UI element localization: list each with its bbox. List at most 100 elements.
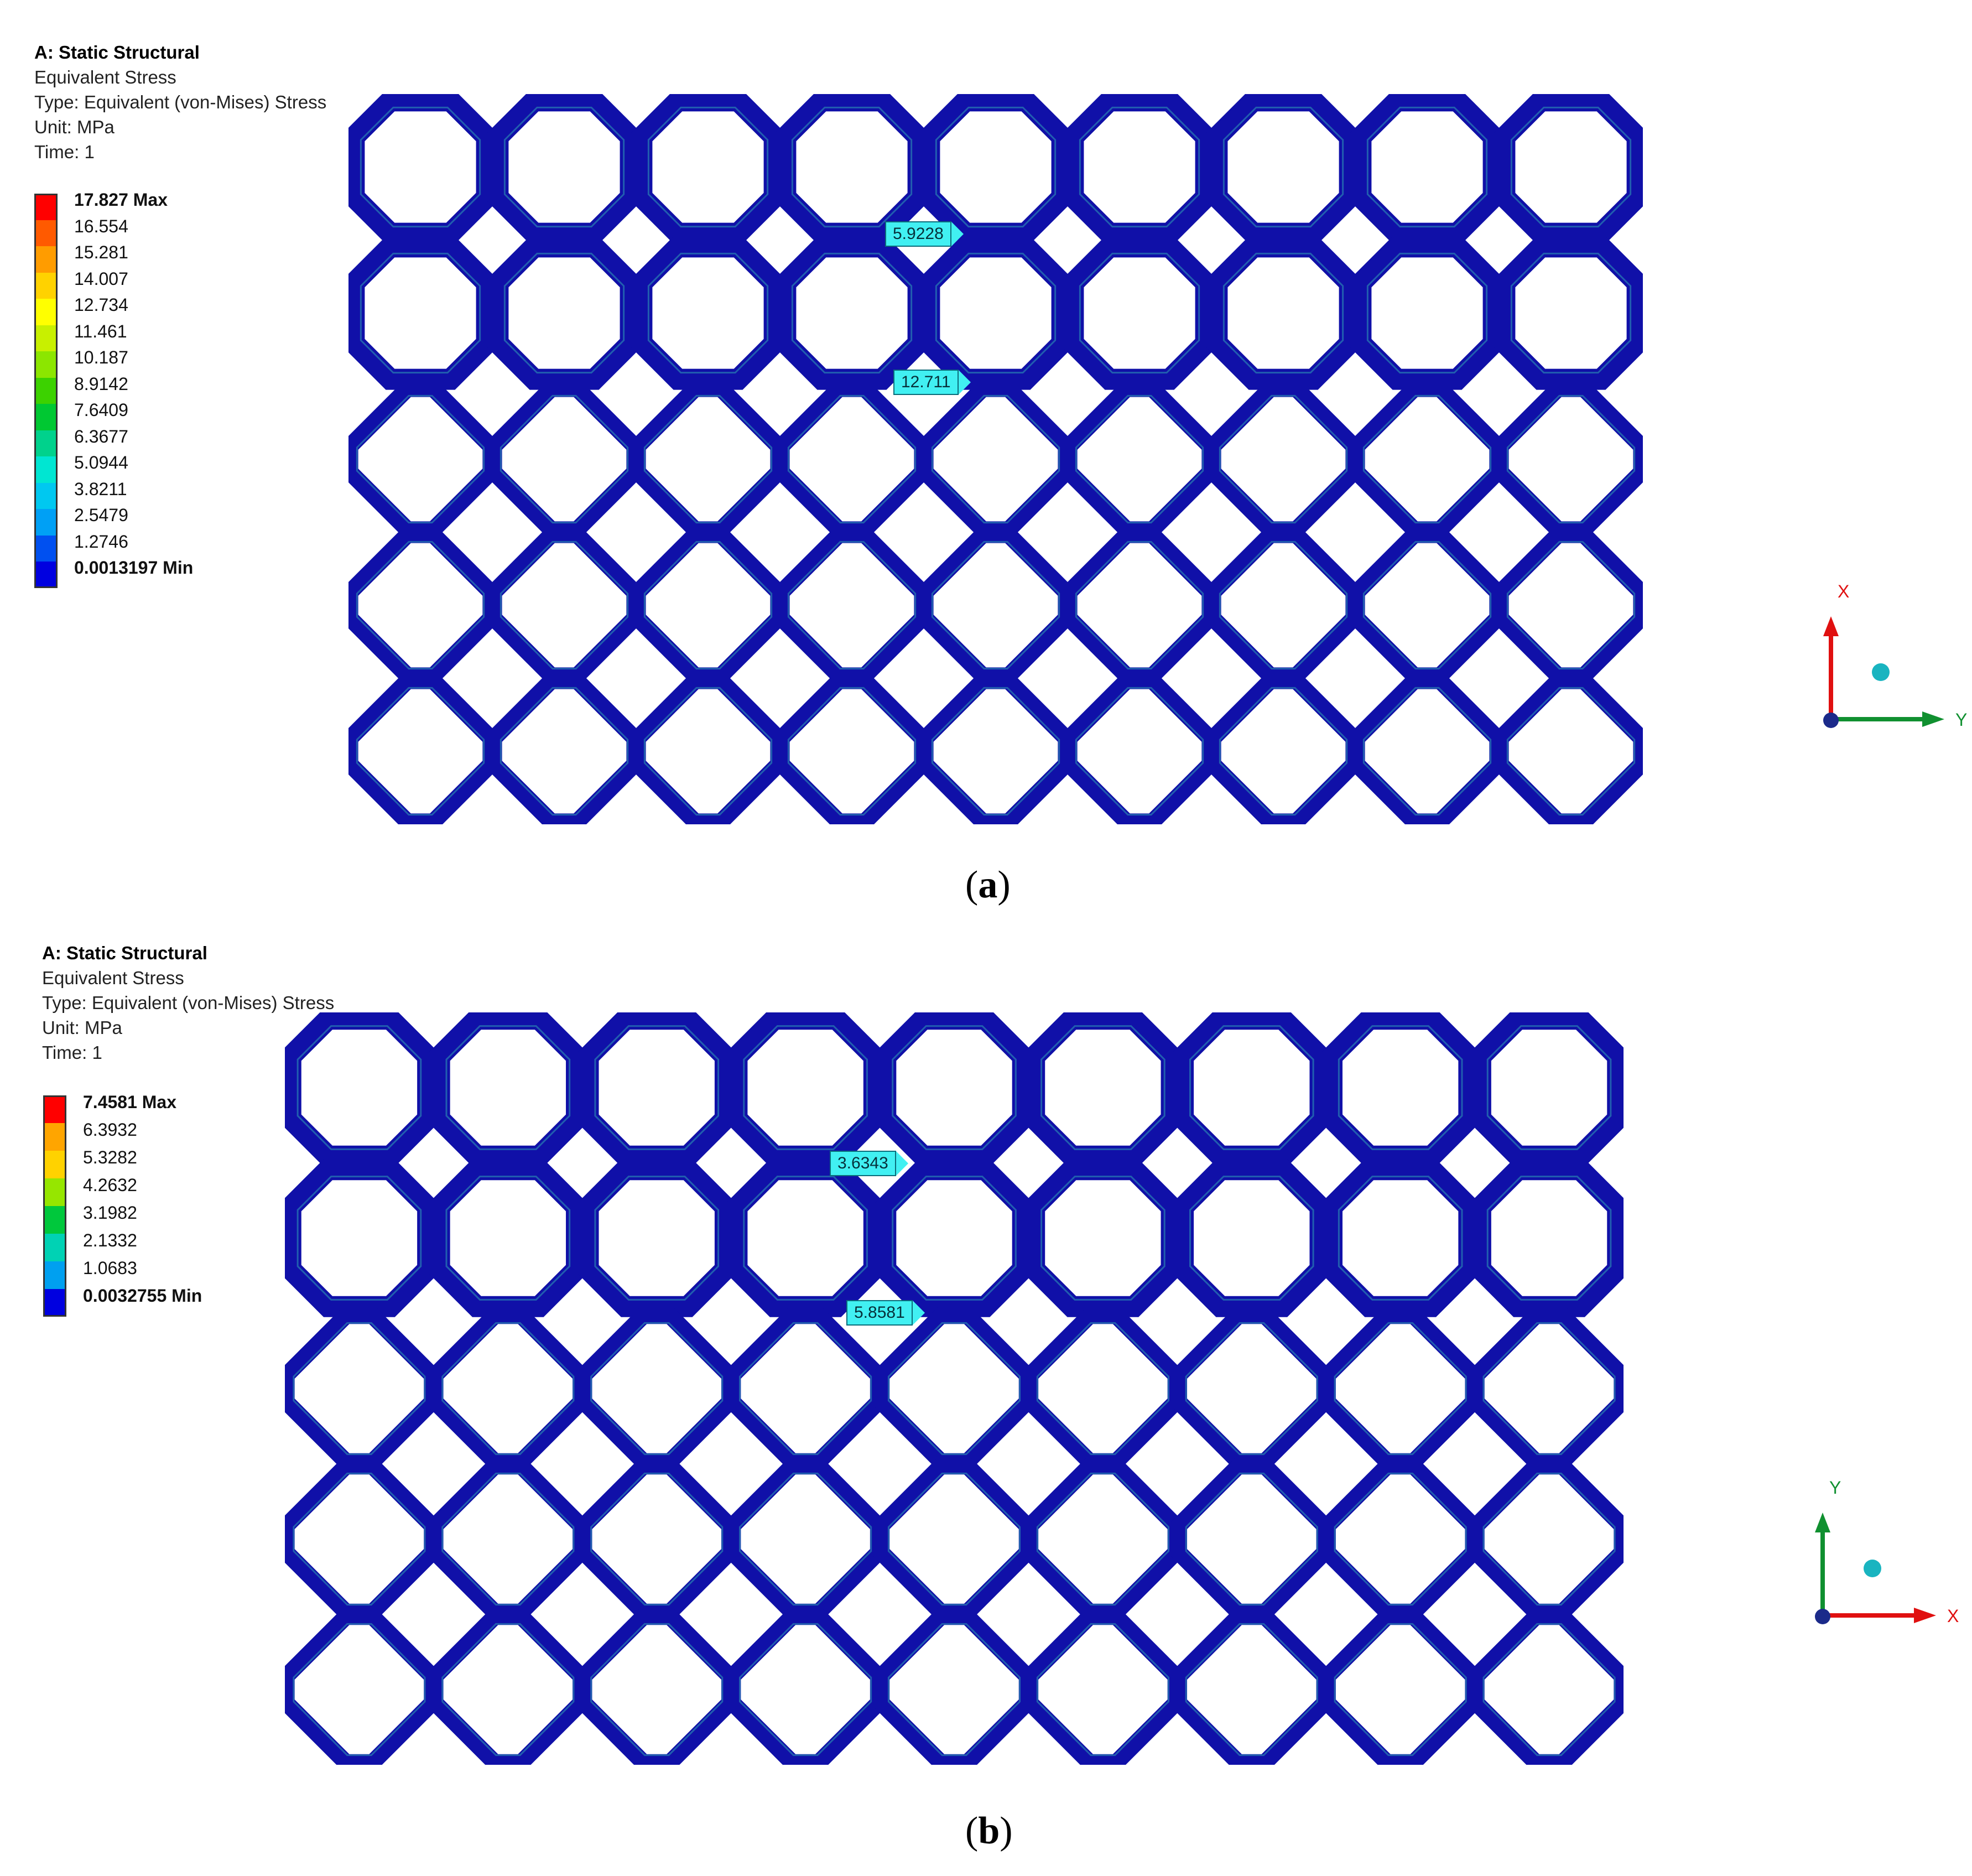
stress-contour — [499, 394, 629, 524]
probe-value: 3.6343 — [830, 1151, 896, 1176]
lattice-cell — [775, 94, 929, 244]
legend-value: 16.554 — [74, 216, 128, 236]
stress-contour — [887, 1472, 1021, 1606]
probe-label[interactable]: 3.6343 — [830, 1151, 908, 1176]
stress-contour — [1506, 687, 1636, 816]
panel-caption: (a) — [965, 864, 1011, 906]
lattice-cell — [1348, 526, 1506, 684]
lattice-cell — [919, 236, 1073, 390]
lattice-cell — [485, 380, 643, 538]
lattice-cell — [1321, 1159, 1480, 1317]
result-info: A: Static Structural Equivalent Stress T… — [42, 940, 334, 1065]
stress-contour — [739, 1623, 872, 1757]
lattice-cell — [1206, 94, 1360, 244]
stress-contour — [1334, 1623, 1467, 1757]
stress-contour — [590, 1322, 724, 1456]
lattice-cell — [1350, 94, 1504, 244]
stress-contour — [743, 1025, 868, 1150]
stress-contour — [503, 252, 625, 374]
lattice-model[interactable] — [285, 1012, 1624, 1765]
lattice-cell — [285, 1012, 439, 1167]
stress-contour — [441, 1472, 575, 1606]
stress-contour — [296, 1025, 422, 1150]
legend-swatch — [43, 1151, 66, 1178]
stress-contour — [360, 252, 481, 374]
lattice-cell — [575, 1608, 738, 1765]
stress-contour — [1189, 1025, 1314, 1150]
stress-contour — [1189, 1176, 1314, 1301]
probe-label[interactable]: 12.711 — [893, 370, 971, 395]
axis-triad[interactable]: Y X — [1778, 1477, 1966, 1643]
lattice-cell — [487, 236, 641, 390]
lattice-cell — [773, 526, 931, 684]
lattice-cell — [919, 94, 1073, 244]
axis-triad[interactable]: X Y — [1787, 581, 1972, 747]
probe-value: 12.711 — [893, 370, 959, 395]
panel-b: A: Static Structural Equivalent Stress T… — [0, 929, 1972, 1876]
lattice-cell — [631, 236, 785, 390]
legend-swatch — [34, 456, 58, 483]
stress-contour — [931, 394, 1060, 524]
result-time: Time: 1 — [34, 142, 95, 162]
legend-entry: 7.4581 Max — [43, 1092, 176, 1123]
stress-contour — [1510, 252, 1632, 374]
lattice-cell — [485, 672, 643, 824]
legend-value: 14.007 — [74, 268, 128, 289]
lattice-cell — [629, 380, 787, 538]
stress-contour — [791, 106, 913, 228]
lattice-cell — [1173, 1159, 1331, 1317]
lattice-cell — [773, 380, 931, 538]
stress-contour — [1222, 106, 1344, 228]
legend-value: 0.0013197 Min — [74, 558, 194, 578]
lattice-model[interactable] — [348, 94, 1643, 824]
lattice-cell — [917, 672, 1075, 824]
lattice-cell — [1319, 1608, 1482, 1765]
legend-entry: 4.2632 — [43, 1175, 137, 1206]
stress-contour — [892, 1176, 1017, 1301]
legend-value: 11.461 — [74, 321, 127, 341]
stress-contour — [1366, 106, 1488, 228]
stress-contour — [1366, 252, 1488, 374]
probe-value: 5.9228 — [885, 221, 951, 247]
stress-contour — [643, 541, 773, 670]
lattice-cell — [1492, 672, 1643, 824]
lattice-cell — [873, 1608, 1036, 1765]
legend-value: 17.827 Max — [74, 190, 168, 210]
probe-label[interactable]: 5.9228 — [885, 221, 964, 247]
lattice-cell — [1321, 1012, 1480, 1167]
lattice-cell — [285, 1307, 441, 1470]
stress-contour — [935, 252, 1057, 374]
stress-contour — [887, 1322, 1021, 1456]
legend-swatch — [34, 194, 58, 220]
stress-contour — [360, 106, 481, 228]
stress-contour — [499, 541, 629, 670]
stress-contour — [1334, 1472, 1467, 1606]
legend-entry: 17.827 Max — [34, 190, 168, 220]
lattice-cell — [875, 1159, 1033, 1317]
lattice-cell — [485, 526, 643, 684]
legend-swatch — [34, 246, 58, 273]
legend-swatch — [34, 272, 58, 299]
legend-value: 0.0032755 Min — [83, 1286, 202, 1306]
stress-contour — [293, 1322, 426, 1456]
stress-contour — [1219, 687, 1348, 816]
lattice-cell — [1060, 672, 1219, 824]
lattice-cell — [1060, 380, 1219, 538]
result-time: Time: 1 — [42, 1042, 102, 1063]
right-axis-label: Y — [1955, 710, 1967, 730]
lattice-cell — [1468, 1608, 1624, 1765]
result-name: Equivalent Stress — [34, 67, 176, 87]
stress-contour — [1185, 1322, 1318, 1456]
stress-contour — [441, 1623, 575, 1757]
lattice-cell — [429, 1159, 587, 1317]
legend-swatch — [34, 562, 58, 588]
lattice-cell — [348, 94, 497, 244]
stress-contour — [1486, 1025, 1612, 1150]
lattice-cell — [1022, 1458, 1184, 1620]
legend-swatch — [43, 1095, 66, 1123]
legend-swatch — [34, 535, 58, 562]
probe-label[interactable]: 5.8581 — [846, 1300, 925, 1326]
lattice-cell — [1319, 1307, 1482, 1470]
stress-contour — [1036, 1472, 1169, 1606]
legend-value: 1.2746 — [74, 531, 128, 552]
